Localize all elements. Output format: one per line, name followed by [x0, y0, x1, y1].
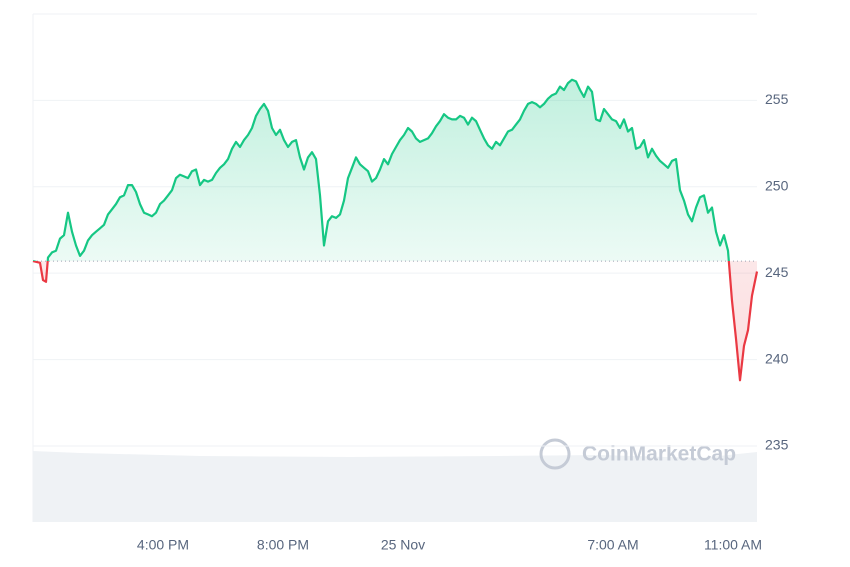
volume-area: [33, 451, 757, 522]
y-tick-label: 240: [765, 350, 789, 366]
watermark-text: CoinMarketCap: [582, 443, 736, 466]
x-tick-label: 4:00 PM: [137, 537, 189, 553]
y-tick-label: 245: [765, 264, 789, 280]
area: [33, 79, 757, 381]
y-tick-label: 250: [765, 177, 789, 193]
watermark-logo: [539, 438, 571, 470]
x-tick-label: 11:00 AM: [704, 537, 762, 553]
x-tick-label: 8:00 PM: [257, 537, 309, 553]
y-tick-label: 235: [765, 437, 789, 453]
watermark: CoinMarketCap: [539, 438, 736, 470]
y-tick-label: 255: [765, 91, 789, 107]
x-tick-label: 7:00 AM: [587, 537, 638, 553]
price-line: [32, 78, 759, 382]
x-tick-label: 25 Nov: [381, 537, 425, 553]
